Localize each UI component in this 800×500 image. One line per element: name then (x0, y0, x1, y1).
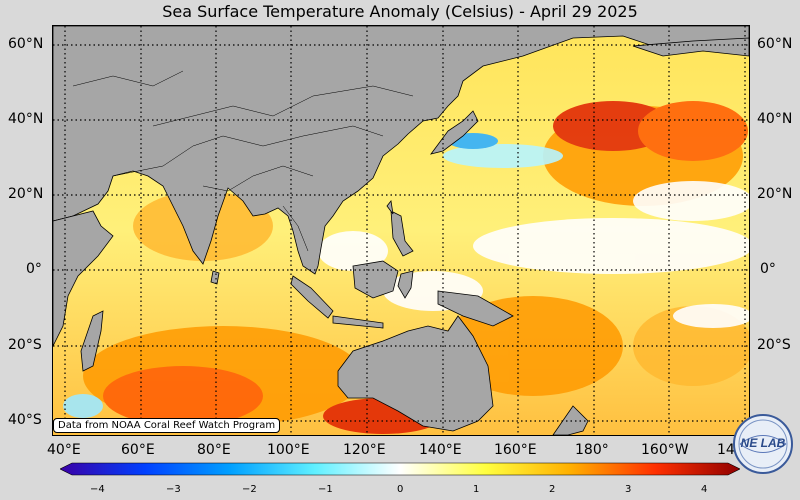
lon-label-100e: 100°E (267, 442, 310, 458)
colorbar-tick: 2 (549, 484, 556, 495)
colorbar-tick: −2 (242, 484, 257, 495)
map-title: Sea Surface Temperature Anomaly (Celsius… (162, 2, 638, 21)
land-masses (53, 26, 749, 435)
colorbar-tick: 1 (473, 484, 480, 495)
lat-label-40n-left: 40°N (8, 111, 44, 127)
lon-label-40e: 40°E (47, 442, 81, 458)
colorbar-tick: −4 (90, 484, 105, 495)
data-credit: Data from NOAA Coral Reef Watch Program (53, 418, 281, 433)
lon-label-160e: 160°E (494, 442, 537, 458)
lat-label-40s-left: 40°S (8, 412, 42, 428)
logo-text: NE LAB (741, 436, 786, 450)
lat-label-20n-left: 20°N (8, 186, 44, 202)
lat-label-20n-right: 20°N (757, 186, 793, 202)
lat-label-60n-left: 60°N (8, 36, 44, 52)
country-borders (72, 70, 414, 252)
lat-label-20s-right: 20°S (757, 337, 791, 353)
lon-label-140e: 140°E (419, 442, 462, 458)
nelab-logo[interactable]: NE LAB (732, 413, 794, 475)
sst-anomaly-map[interactable] (52, 25, 750, 436)
lon-label-140w-partial: 14 (717, 442, 735, 458)
graticule (53, 26, 749, 435)
map-svg (53, 26, 749, 435)
colorbar-tick: −3 (166, 484, 181, 495)
colorbar (60, 462, 740, 476)
lon-label-160w: 160°W (641, 442, 689, 458)
colorbar-tick: 3 (625, 484, 632, 495)
lat-label-0-right: 0° (760, 261, 776, 277)
lon-label-180: 180° (575, 442, 609, 458)
lon-label-80e: 80°E (197, 442, 231, 458)
lat-label-60n-right: 60°N (757, 36, 793, 52)
colorbar-tick: 4 (701, 484, 708, 495)
lat-label-20s-left: 20°S (8, 337, 42, 353)
lat-label-40n-right: 40°N (757, 111, 793, 127)
lon-label-120e: 120°E (343, 442, 386, 458)
lat-label-0-left: 0° (26, 261, 42, 277)
colorbar-tick: 0 (397, 484, 404, 495)
colorbar-tick: −1 (318, 484, 333, 495)
lon-label-60e: 60°E (121, 442, 155, 458)
